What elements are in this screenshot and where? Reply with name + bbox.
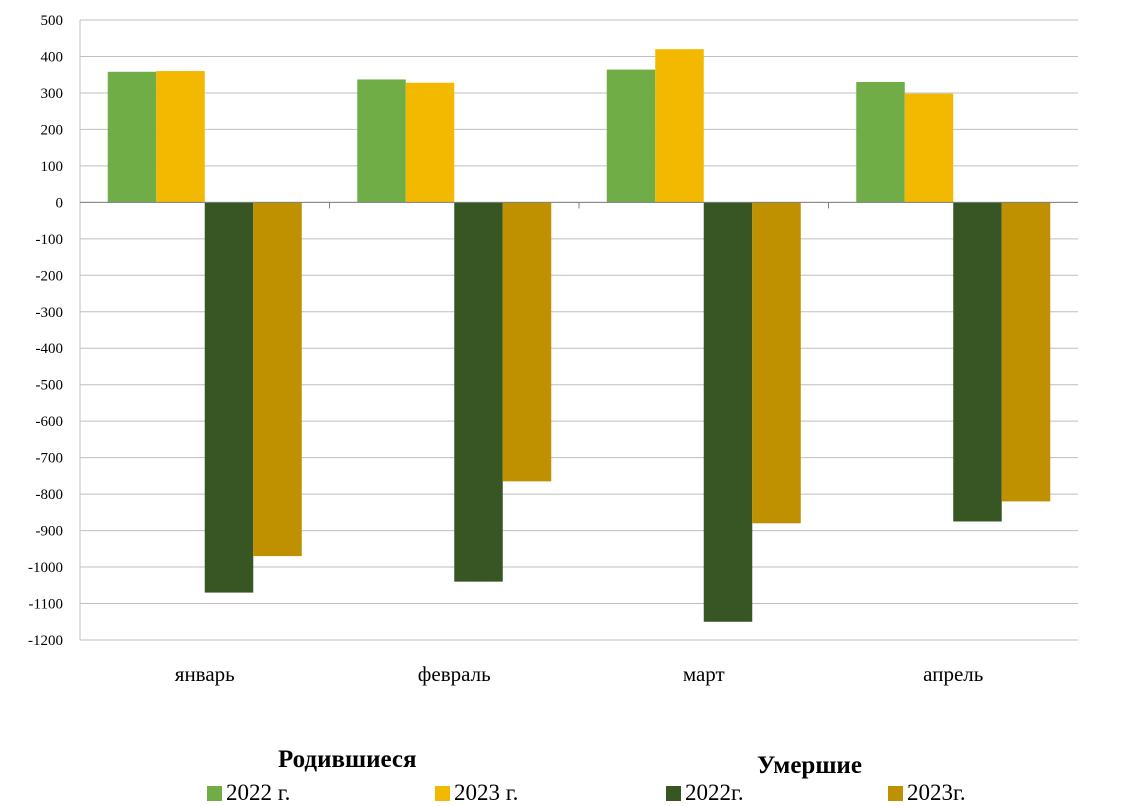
bar — [502, 202, 552, 482]
bar — [606, 69, 656, 203]
y-tick-label: -200 — [36, 268, 64, 284]
x-axis-categories: январь февраль март апрель — [175, 662, 984, 686]
x-category-label: апрель — [923, 662, 983, 686]
bar — [405, 82, 455, 203]
bar — [703, 202, 753, 622]
y-tick-label: -500 — [36, 378, 64, 394]
y-tick-label: 400 — [41, 49, 64, 65]
axes — [79, 20, 1078, 640]
y-tick-label: -300 — [36, 305, 64, 321]
bar — [856, 82, 905, 203]
y-tick-label: 200 — [41, 122, 64, 138]
bar — [1001, 202, 1051, 502]
y-tick-label: -1200 — [28, 633, 63, 649]
bar — [204, 202, 254, 593]
bar — [655, 49, 704, 203]
x-category-label: март — [683, 662, 725, 686]
y-tick-label: -1000 — [28, 560, 63, 576]
bar — [904, 93, 954, 203]
y-tick-label: -400 — [36, 341, 64, 357]
y-tick-label: -700 — [36, 451, 64, 467]
y-tick-label: -800 — [36, 487, 64, 503]
y-tick-label: 100 — [41, 159, 64, 175]
x-category-label: январь — [175, 662, 235, 686]
bar — [752, 202, 801, 524]
bars — [107, 49, 1051, 622]
y-axis-ticks: 500 400 300 200 100 0 -100 -200 -300 -400 -500 -600… — [28, 13, 63, 649]
bar — [953, 202, 1002, 522]
y-tick-label: -100 — [36, 232, 64, 248]
y-tick-label: 500 — [41, 13, 64, 29]
bar — [107, 71, 157, 203]
y-tick-label: -1100 — [29, 597, 63, 613]
bar — [156, 71, 205, 203]
y-tick-label: 300 — [41, 86, 64, 102]
y-tick-label: -900 — [36, 524, 64, 540]
x-category-label: февраль — [418, 662, 491, 686]
bar — [454, 202, 503, 582]
y-tick-label: -600 — [36, 414, 64, 430]
bar — [357, 79, 406, 203]
bar — [253, 202, 302, 557]
y-tick-label: 0 — [56, 195, 64, 211]
